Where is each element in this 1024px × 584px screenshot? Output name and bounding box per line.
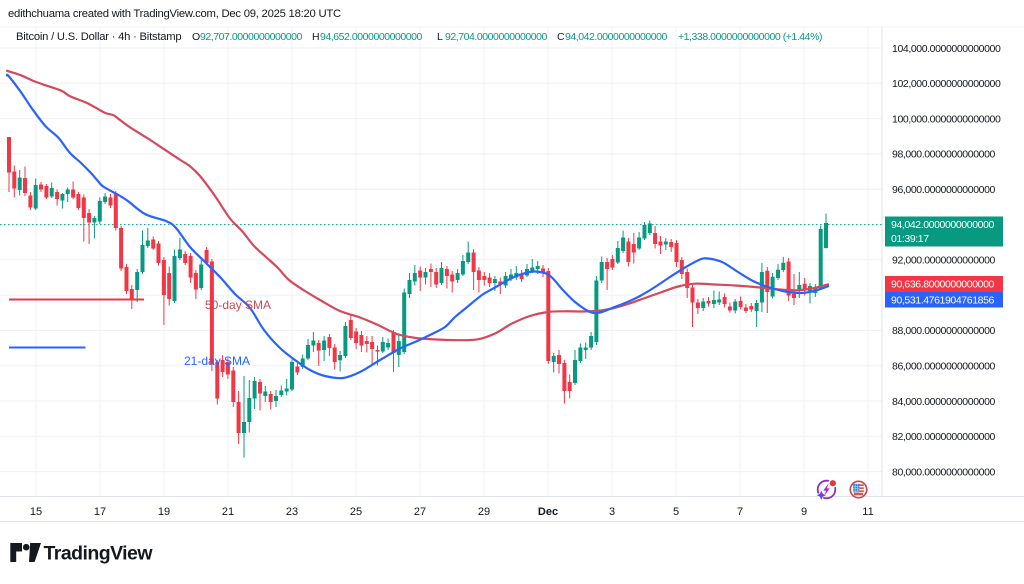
svg-text:9: 9 xyxy=(801,506,807,518)
svg-text:15: 15 xyxy=(30,506,42,518)
svg-text:O: O xyxy=(192,31,200,43)
svg-text:88,000.0000000000000: 88,000.0000000000000 xyxy=(892,325,996,337)
svg-text:C: C xyxy=(557,31,565,43)
svg-text:29: 29 xyxy=(478,506,490,518)
svg-text:Bitcoin / U.S. Dollar · 4h · B: Bitcoin / U.S. Dollar · 4h · Bitstamp xyxy=(16,31,181,43)
svg-text:92,707.0000000000000: 92,707.0000000000000 xyxy=(200,31,303,43)
svg-text:25: 25 xyxy=(350,506,362,518)
svg-text:17: 17 xyxy=(94,506,106,518)
svg-text:edithchuama created with Tradi: edithchuama created with TradingView.com… xyxy=(8,8,341,20)
svg-text:82,000.0000000000000: 82,000.0000000000000 xyxy=(892,431,996,443)
svg-text:94,042.0000000000000: 94,042.0000000000000 xyxy=(891,219,995,231)
svg-text:21: 21 xyxy=(222,506,234,518)
svg-text:90,636.8000000000000: 90,636.8000000000000 xyxy=(891,279,995,291)
svg-text:100,000.0000000000000: 100,000.0000000000000 xyxy=(892,113,1001,125)
svg-text:23: 23 xyxy=(286,506,298,518)
svg-text:86,000.0000000000000: 86,000.0000000000000 xyxy=(892,361,996,373)
svg-text:96,000.0000000000000: 96,000.0000000000000 xyxy=(892,184,996,196)
svg-text:21-day SMA: 21-day SMA xyxy=(184,354,250,368)
svg-text:102,000.0000000000000: 102,000.0000000000000 xyxy=(892,78,1001,90)
svg-text:7: 7 xyxy=(737,506,743,518)
svg-text:TradingView: TradingView xyxy=(44,543,154,565)
svg-text:5: 5 xyxy=(673,506,679,518)
svg-text:19: 19 xyxy=(158,506,170,518)
svg-text:94,042.0000000000000: 94,042.0000000000000 xyxy=(565,31,668,43)
svg-text:Dec: Dec xyxy=(538,506,558,518)
svg-text:11: 11 xyxy=(862,506,873,518)
svg-text:90,531.4761904761856: 90,531.4761904761856 xyxy=(891,295,995,307)
svg-text:+1,338.0000000000000 (+1.44%): +1,338.0000000000000 (+1.44%) xyxy=(678,31,822,43)
svg-text:H: H xyxy=(312,31,319,43)
svg-text:27: 27 xyxy=(414,506,426,518)
svg-text:92,000.0000000000000: 92,000.0000000000000 xyxy=(892,255,996,267)
svg-text:104,000.0000000000000: 104,000.0000000000000 xyxy=(892,43,1001,55)
svg-text:01:39:17: 01:39:17 xyxy=(891,233,929,245)
svg-text:L: L xyxy=(437,31,443,43)
svg-text:3: 3 xyxy=(609,506,615,518)
svg-text:98,000.0000000000000: 98,000.0000000000000 xyxy=(892,149,996,161)
svg-text:92,704.0000000000000: 92,704.0000000000000 xyxy=(445,31,548,43)
svg-text:80,000.0000000000000: 80,000.0000000000000 xyxy=(892,466,996,478)
svg-text:50-day SMA: 50-day SMA xyxy=(205,298,271,312)
svg-text:84,000.0000000000000: 84,000.0000000000000 xyxy=(892,396,996,408)
svg-text:94,652.0000000000000: 94,652.0000000000000 xyxy=(320,31,423,43)
